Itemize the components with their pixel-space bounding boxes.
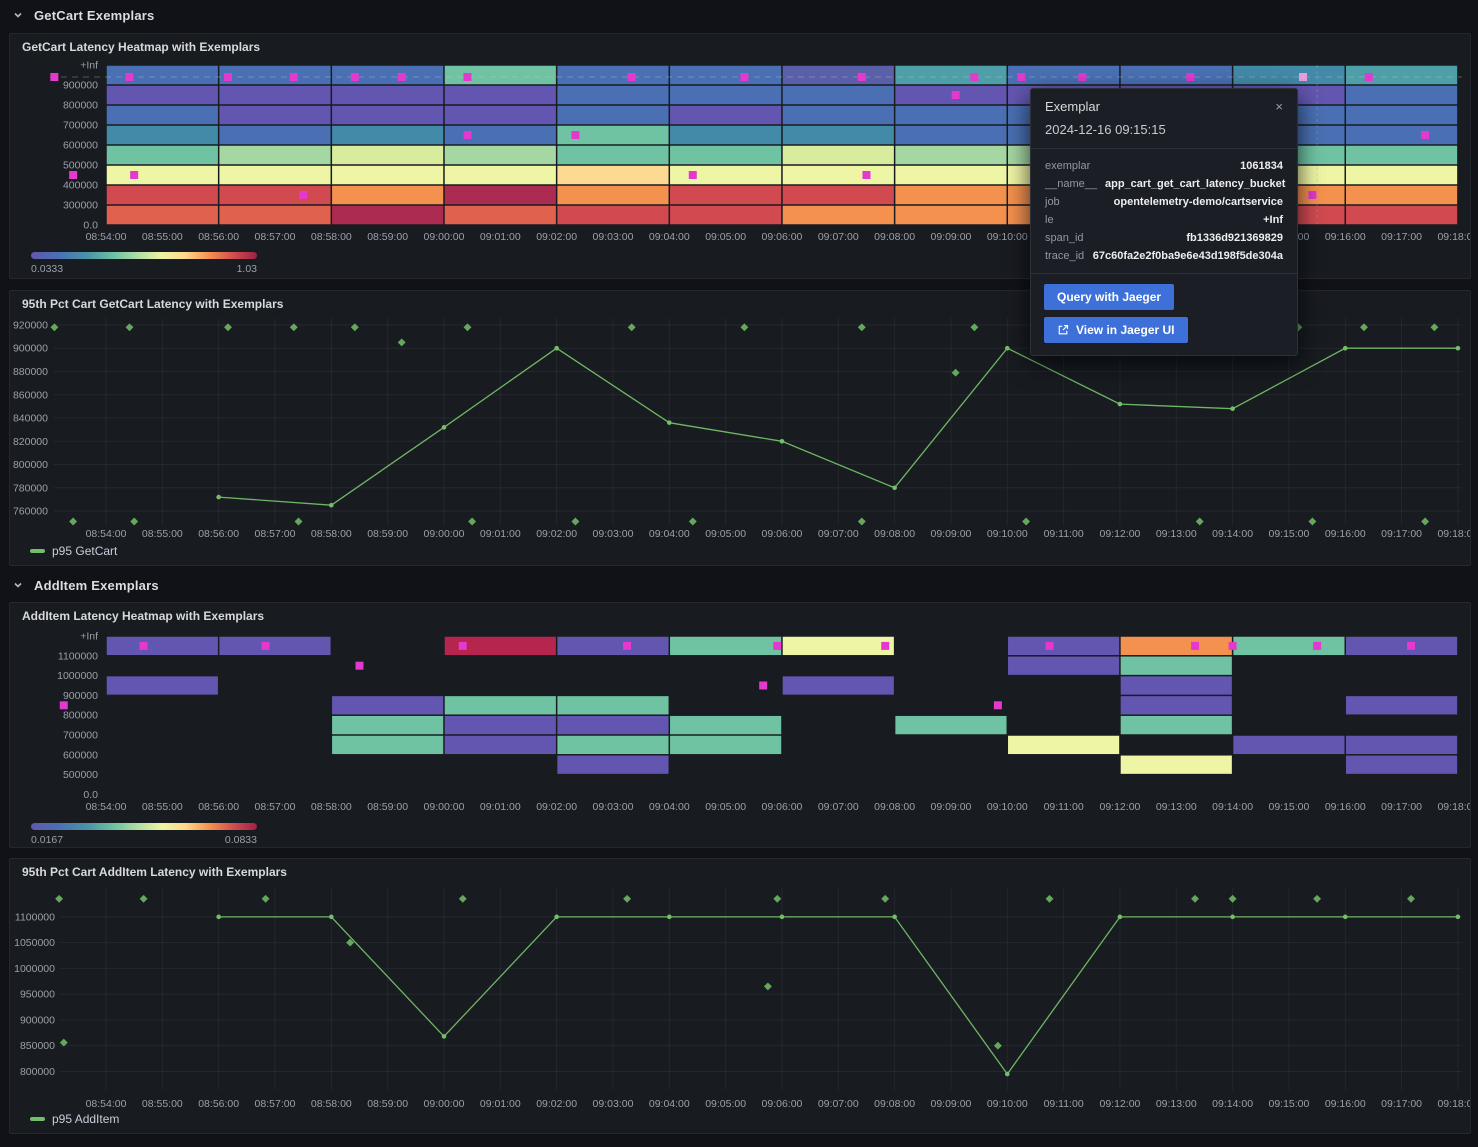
section-title-additem: AddItem Exemplars <box>34 577 159 593</box>
color-scale-max: 0.0833 <box>224 834 257 846</box>
tooltip-title: Exemplar <box>1045 99 1100 114</box>
series-label: p95 AddItem <box>52 1112 120 1126</box>
section-title-getcart: GetCart Exemplars <box>34 7 155 23</box>
series-swatch <box>30 1117 45 1121</box>
tooltip-field-row: span_id fb1336d921369829 <box>1045 232 1283 244</box>
panel-additem-line: 95th Pct Cart AddItem Latency with Exemp… <box>9 858 1471 1134</box>
chevron-down-icon <box>12 9 24 21</box>
view-in-jaeger-label: View in Jaeger UI <box>1076 323 1175 337</box>
query-with-jaeger-label: Query with Jaeger <box>1057 290 1162 304</box>
tooltip-field-row: le +Inf <box>1045 214 1283 226</box>
view-in-jaeger-button[interactable]: View in Jaeger UI <box>1044 317 1188 343</box>
tooltip-header: Exemplar × 2024-12-16 09:15:15 <box>1031 89 1297 149</box>
section-row-getcart[interactable]: GetCart Exemplars <box>12 2 154 28</box>
tooltip-field-row: __name__ app_cart_get_cart_latency_bucket <box>1045 178 1286 190</box>
color-scale-min: 0.0333 <box>31 263 64 275</box>
color-scale-labels: 0.0167 0.0833 <box>31 834 257 846</box>
close-icon[interactable]: × <box>1275 99 1283 114</box>
panel-additem-heatmap: AddItem Latency Heatmap with Exemplars 0… <box>9 602 1471 848</box>
series-swatch <box>30 549 45 553</box>
color-scale-min: 0.0167 <box>31 834 64 846</box>
legend-p95-additem[interactable]: p95 AddItem <box>30 1112 119 1126</box>
panel-title-additem-heatmap[interactable]: AddItem Latency Heatmap with Exemplars <box>22 609 265 623</box>
chevron-down-icon <box>12 579 24 591</box>
series-label: p95 GetCart <box>52 544 118 558</box>
panel-title-additem-line[interactable]: 95th Pct Cart AddItem Latency with Exemp… <box>22 865 287 879</box>
external-link-icon <box>1058 324 1069 335</box>
color-scale-bar <box>31 823 257 830</box>
legend-p95-getcart[interactable]: p95 GetCart <box>30 544 117 558</box>
panel-title-getcart-line[interactable]: 95th Pct Cart GetCart Latency with Exemp… <box>22 297 284 311</box>
color-scale-bar <box>31 252 257 259</box>
section-row-additem[interactable]: AddItem Exemplars <box>12 572 159 598</box>
exemplar-tooltip: Exemplar × 2024-12-16 09:15:15 exemplar 1… <box>1030 88 1298 356</box>
tooltip-field-row: trace_id 67c60fa2e2f0ba9e6e43d198f5de304a <box>1045 250 1283 262</box>
tooltip-field-row: exemplar 1061834 <box>1045 160 1283 172</box>
color-scale-max: 1.03 <box>236 263 257 275</box>
color-scale-labels: 0.0333 1.03 <box>31 263 257 275</box>
tooltip-fields: exemplar 1061834 __name__ app_cart_get_cart… <box>1031 149 1297 274</box>
panel-title-getcart-heatmap[interactable]: GetCart Latency Heatmap with Exemplars <box>22 40 261 54</box>
tooltip-timestamp: 2024-12-16 09:15:15 <box>1045 122 1166 137</box>
query-with-jaeger-button[interactable]: Query with Jaeger <box>1044 284 1175 310</box>
tooltip-field-row: job opentelemetry-demo/cartservice <box>1045 196 1283 208</box>
tooltip-actions: Query with Jaeger View in Jaeger UI <box>1031 274 1297 355</box>
